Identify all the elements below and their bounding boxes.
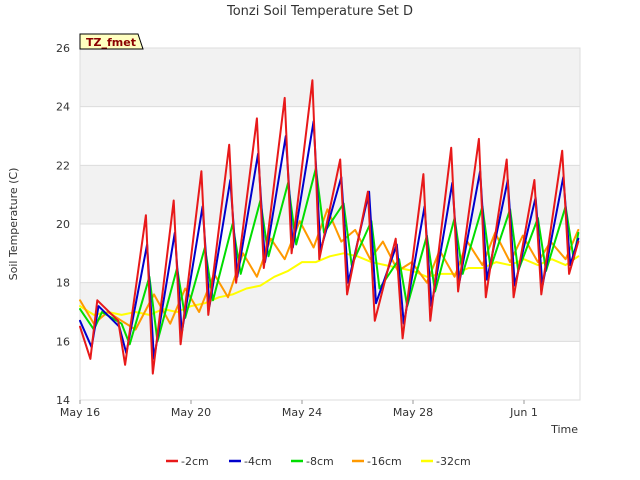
site-badge: TZ_fmet: [79, 33, 144, 50]
y-tick-label: 18: [56, 277, 70, 290]
plot-background: [80, 48, 580, 400]
series-line--16cm: [79, 208, 580, 331]
band: [80, 106, 580, 166]
series-lines: [79, 79, 580, 375]
legend-label: -4cm: [244, 455, 272, 468]
band: [80, 48, 580, 107]
legend-label: -32cm: [436, 455, 471, 468]
y-axis-title: Soil Temperature (C): [7, 168, 20, 281]
legend-label: -2cm: [181, 455, 209, 468]
site-badge-label: TZ_fmet: [86, 36, 136, 49]
legend-label: -16cm: [367, 455, 402, 468]
series-line--2cm: [79, 79, 580, 375]
x-axis: May 16 May 20 May 24 May 28 Jun 1: [60, 400, 538, 419]
band: [80, 341, 580, 400]
x-tick-label: Jun 1: [509, 406, 538, 419]
x-tick-label: May 24: [282, 406, 322, 419]
legend-item: -32cm: [421, 455, 471, 468]
legend-item: -2cm: [166, 455, 209, 468]
series-line--8cm: [79, 167, 580, 346]
y-tick-label: 20: [56, 218, 70, 231]
x-axis-title: Time: [550, 423, 578, 436]
y-tick-label: 26: [56, 42, 70, 55]
y-tick-label: 16: [56, 335, 70, 348]
series-line--32cm: [79, 252, 580, 316]
legend-item: -4cm: [229, 455, 272, 468]
x-tick-label: May 16: [60, 406, 100, 419]
chart-title: Tonzi Soil Temperature Set D: [226, 4, 413, 19]
y-tick-label: 24: [56, 101, 70, 114]
y-axis: 14 16 18 20 22 24 26: [56, 42, 70, 407]
x-tick-label: May 28: [393, 406, 433, 419]
legend-item: -16cm: [352, 455, 402, 468]
plot-frame: [79, 47, 581, 401]
y-tick-label: 22: [56, 159, 70, 172]
legend-item: -8cm: [291, 455, 334, 468]
legend: -2cm -4cm -8cm -16cm -32cm: [166, 455, 471, 468]
legend-label: -8cm: [306, 455, 334, 468]
x-tick-label: May 20: [171, 406, 211, 419]
y-tick-label: 14: [56, 394, 70, 407]
